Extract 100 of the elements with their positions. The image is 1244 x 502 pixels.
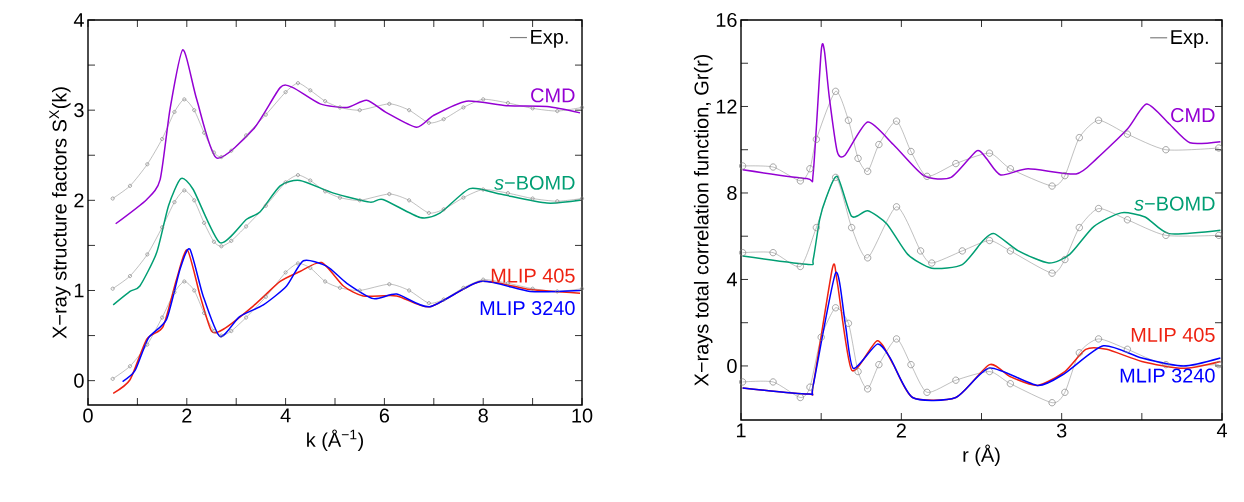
y-tick-label: 0 xyxy=(74,373,84,388)
point xyxy=(296,261,300,266)
point xyxy=(832,173,840,181)
point xyxy=(1061,388,1069,396)
y-tick-label: 1 xyxy=(74,283,84,298)
point xyxy=(958,247,966,255)
x-tick-label: 2 xyxy=(182,408,192,423)
point xyxy=(192,288,197,293)
point xyxy=(202,130,207,135)
point xyxy=(387,282,392,287)
point xyxy=(172,290,177,295)
point xyxy=(296,173,300,178)
point xyxy=(441,207,446,212)
point xyxy=(1048,269,1056,277)
point xyxy=(323,189,328,194)
y-tick-label: 4 xyxy=(726,272,737,287)
point xyxy=(1095,116,1103,124)
point xyxy=(145,162,150,167)
point xyxy=(530,286,535,291)
point xyxy=(1061,256,1069,264)
point xyxy=(263,294,268,299)
y-tick-label: 16 xyxy=(716,12,737,28)
point xyxy=(283,180,288,185)
point xyxy=(1095,205,1103,213)
point xyxy=(296,81,300,86)
x-tick-label: 4 xyxy=(280,408,291,423)
point xyxy=(229,148,234,153)
point xyxy=(202,220,207,225)
point xyxy=(854,368,862,376)
point xyxy=(817,333,825,341)
point xyxy=(1162,361,1170,369)
point xyxy=(505,101,510,105)
y-axis-title: X−ray structure factors S$^{X}$(k) xyxy=(49,87,71,339)
point xyxy=(481,187,486,192)
point xyxy=(323,279,328,284)
point xyxy=(172,200,177,205)
point xyxy=(128,183,132,188)
point xyxy=(1075,224,1083,232)
point xyxy=(769,163,777,171)
point xyxy=(907,361,915,369)
point xyxy=(283,270,288,275)
point xyxy=(160,315,165,320)
point xyxy=(481,97,486,102)
x-axis-title: k (Å$^{−1}$) xyxy=(307,429,363,451)
point xyxy=(739,249,747,257)
point xyxy=(530,106,535,111)
point xyxy=(407,108,412,113)
legend-label: Exp. xyxy=(1171,30,1208,49)
series-label: MLIP 405 xyxy=(491,268,575,283)
point xyxy=(985,368,994,376)
point xyxy=(441,117,446,122)
legend-label: Exp. xyxy=(531,29,568,48)
point xyxy=(1095,335,1103,343)
point xyxy=(864,385,872,393)
series-label: CMD xyxy=(1171,108,1215,123)
point xyxy=(739,162,747,170)
point xyxy=(864,254,872,262)
point xyxy=(1123,216,1131,224)
series-label: CMD xyxy=(531,88,575,103)
x-tick-label: 10 xyxy=(572,408,593,423)
point xyxy=(555,199,560,204)
y-tick-label: 0 xyxy=(727,358,737,373)
point xyxy=(985,149,994,157)
point xyxy=(407,288,412,293)
x-tick-label: 3 xyxy=(1056,423,1067,438)
point xyxy=(128,274,132,279)
point xyxy=(160,225,165,230)
point xyxy=(212,239,216,244)
series-label: s−BOMD xyxy=(1134,196,1215,211)
point xyxy=(1123,130,1131,138)
series-label: MLIP 405 xyxy=(1131,327,1215,342)
x-tick-label: 8 xyxy=(478,408,488,423)
point xyxy=(875,141,883,149)
point xyxy=(308,88,313,93)
y-tick-label: 4 xyxy=(73,13,84,27)
point xyxy=(202,311,207,315)
point xyxy=(812,224,820,232)
point xyxy=(219,155,224,159)
point xyxy=(1123,345,1131,353)
point xyxy=(864,167,872,175)
point xyxy=(426,301,431,306)
point xyxy=(1048,399,1056,407)
point xyxy=(160,137,165,141)
point xyxy=(555,109,560,114)
point xyxy=(357,108,362,113)
point xyxy=(229,329,234,334)
point xyxy=(923,388,931,396)
point xyxy=(1162,231,1170,239)
point xyxy=(806,383,814,391)
point xyxy=(1006,380,1014,388)
point xyxy=(796,393,804,402)
x-tick-label: 2 xyxy=(896,423,906,438)
point xyxy=(530,196,535,201)
y-tick-label: 12 xyxy=(716,99,737,114)
point xyxy=(145,252,150,257)
point xyxy=(844,116,852,124)
point xyxy=(244,224,249,229)
point xyxy=(357,288,362,293)
point xyxy=(283,90,288,95)
point xyxy=(917,247,925,255)
